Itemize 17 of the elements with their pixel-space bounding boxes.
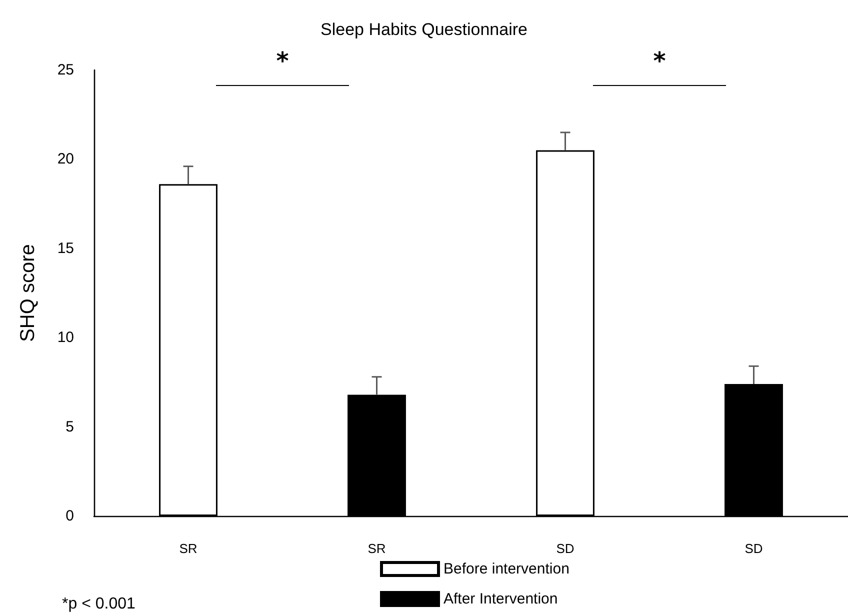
y-tick-label: 10 (57, 329, 74, 346)
y-tick-label: 5 (66, 418, 74, 436)
x-tick-label: SD (556, 541, 574, 556)
y-tick-label: 25 (57, 62, 74, 78)
y-tick-label: 0 (66, 508, 74, 524)
y-axis-title: SHQ score (17, 244, 39, 342)
x-tick-label: SD (744, 541, 763, 556)
text: *p < 0.001 (62, 596, 136, 612)
annotation: * (276, 47, 290, 75)
y-tick-label: 20 (57, 150, 74, 168)
annotation: * (653, 47, 666, 75)
x-tick-label: SR (368, 541, 386, 556)
legend-label: Before intervention (444, 560, 570, 578)
chart-title: Sleep Habits Questionnaire (320, 20, 528, 39)
x-tick-label: SR (179, 541, 198, 556)
y-tick-label: 15 (57, 240, 74, 257)
legend-label: After Intervention (444, 590, 558, 608)
